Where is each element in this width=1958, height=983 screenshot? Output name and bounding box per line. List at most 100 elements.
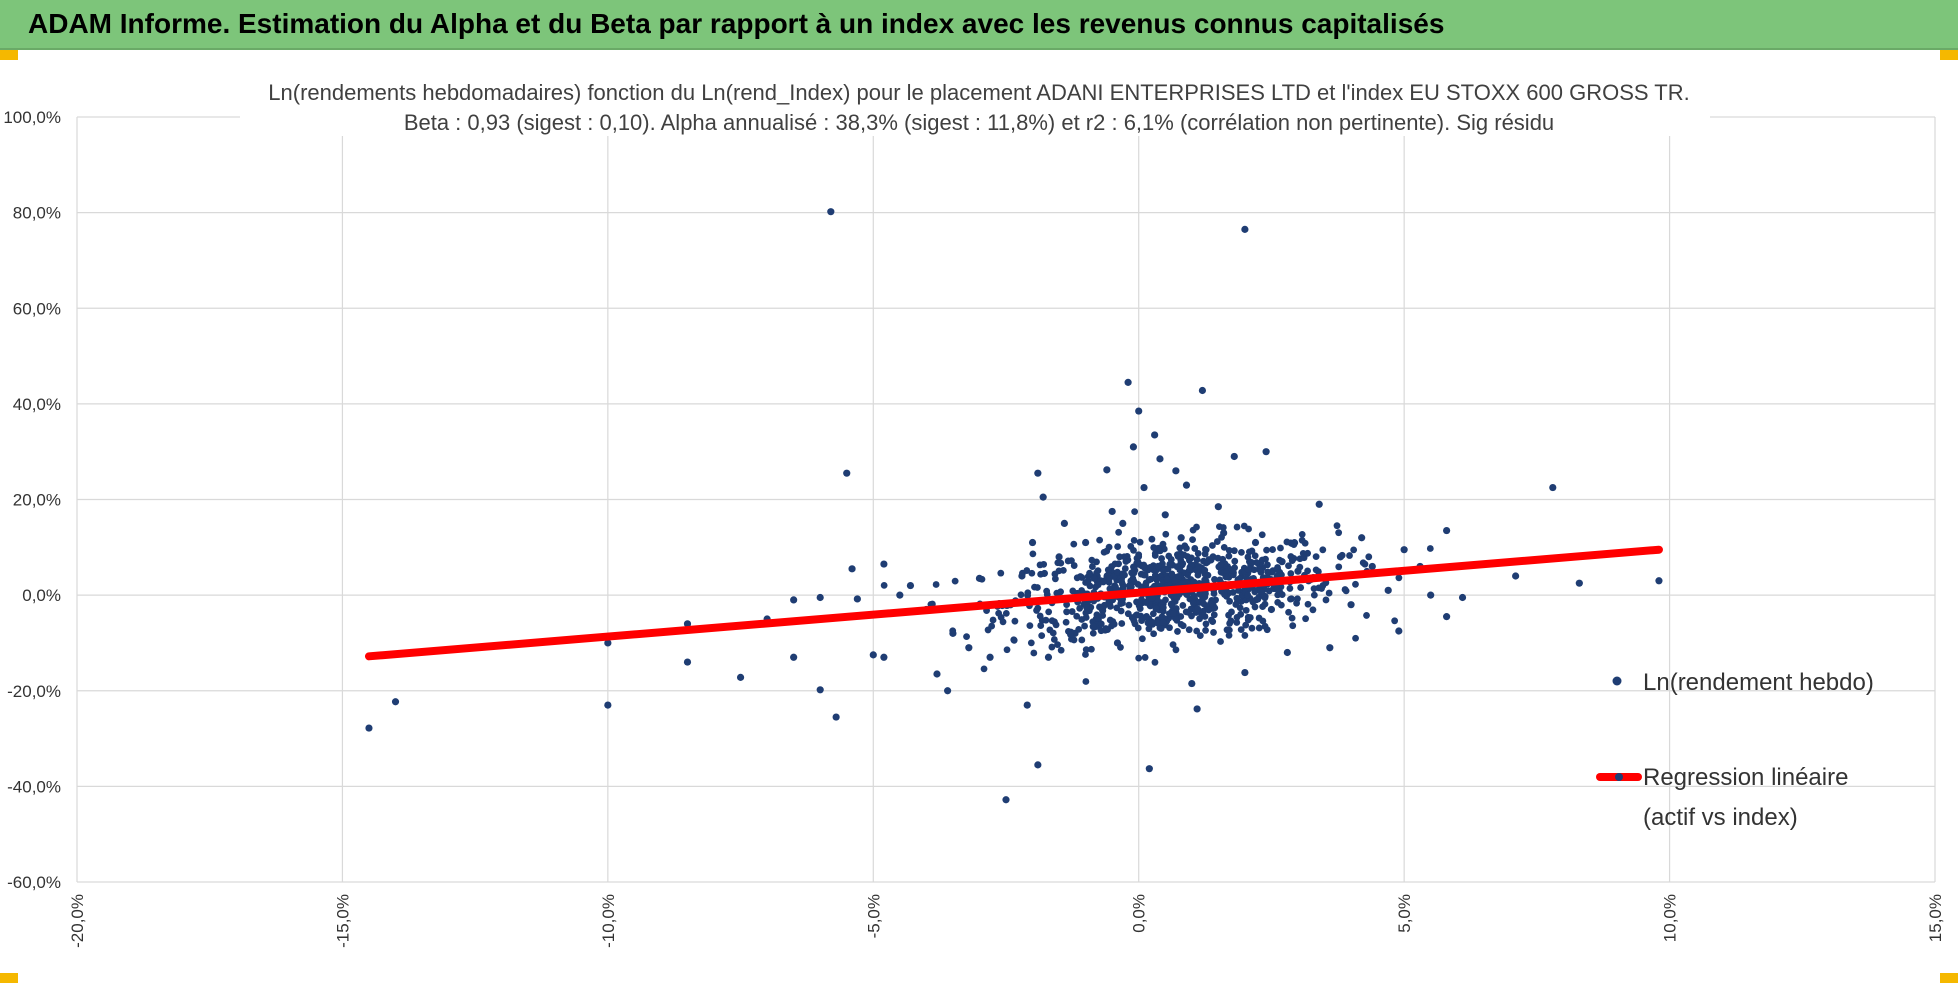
scatter-point	[1081, 622, 1088, 630]
y-tick-label: -40,0%	[7, 777, 61, 796]
scatter-point	[1116, 553, 1124, 561]
scatter-point	[1195, 563, 1203, 571]
scatter-point	[1174, 628, 1181, 635]
scatter-point	[604, 639, 612, 647]
scatter-point	[1365, 553, 1373, 561]
scatter-point	[1211, 576, 1218, 583]
scatter-point	[1168, 570, 1176, 578]
scatter-point	[1027, 639, 1035, 647]
scatter-point	[1225, 626, 1233, 634]
corner-marker-top-right	[1940, 50, 1958, 60]
scatter-point	[1226, 597, 1234, 605]
scatter-point	[1214, 503, 1222, 511]
scatter-point	[1167, 600, 1175, 608]
scatter-point	[1255, 624, 1263, 632]
y-tick-label: -20,0%	[7, 682, 61, 701]
scatter-point	[1443, 526, 1451, 535]
scatter-points	[365, 208, 1663, 804]
scatter-point	[1285, 562, 1292, 570]
scatter-point	[1057, 588, 1064, 596]
scatter-point	[1075, 625, 1083, 633]
scatter-point	[963, 633, 970, 640]
scatter-point	[1325, 589, 1333, 597]
scatter-point	[997, 569, 1005, 577]
scatter-point	[832, 713, 840, 721]
scatter-point	[1158, 613, 1166, 621]
scatter-point	[1263, 626, 1271, 634]
scatter-point	[1244, 591, 1252, 599]
scatter-point	[1235, 587, 1242, 594]
scatter-point	[1309, 606, 1317, 614]
scatter-point	[1162, 530, 1170, 538]
scatter-point	[1264, 568, 1272, 576]
scatter-point	[1193, 556, 1201, 564]
scatter-point	[1122, 558, 1130, 565]
scatter-point	[1096, 536, 1104, 544]
scatter-point	[1048, 617, 1056, 625]
scatter-point	[1230, 547, 1238, 555]
scatter-point	[1194, 605, 1202, 613]
scatter-point	[1142, 599, 1150, 606]
scatter-point	[1202, 546, 1210, 554]
scatter-point	[1391, 617, 1399, 625]
regression-line-segment	[364, 545, 1663, 661]
scatter-point	[1010, 636, 1018, 644]
scatter-point	[1246, 614, 1254, 621]
scatter-point	[1575, 579, 1583, 587]
scatter-point	[1237, 610, 1245, 618]
scatter-point	[1335, 529, 1343, 537]
scatter-point	[1237, 626, 1245, 634]
scatter-point	[1070, 562, 1078, 569]
title-background	[240, 72, 1710, 136]
scatter-point	[1082, 609, 1090, 617]
scatter-point	[1312, 553, 1320, 561]
scatter-point	[1150, 544, 1158, 551]
scatter-point	[1030, 649, 1038, 657]
scatter-point	[1319, 546, 1327, 554]
scatter-point	[1039, 493, 1047, 501]
scatter-point	[1251, 538, 1260, 547]
scatter-point	[1108, 507, 1116, 516]
scatter-point	[1172, 467, 1180, 475]
scatter-point	[1135, 407, 1143, 415]
scatter-point	[1244, 566, 1252, 573]
x-tick-label: -15,0%	[333, 894, 352, 948]
scatter-point	[1190, 592, 1198, 600]
scatter-point	[1067, 631, 1074, 639]
scatter-point	[1304, 600, 1312, 608]
scatter-point	[949, 627, 957, 635]
legend-label-regression: Regression linéaire	[1643, 764, 1848, 791]
scatter-point	[1034, 604, 1042, 612]
scatter-point	[1134, 624, 1142, 632]
scatter-point	[1276, 588, 1283, 596]
scatter-point	[1202, 620, 1210, 628]
scatter-point	[1161, 511, 1169, 519]
scatter-point	[1002, 609, 1010, 617]
scatter-point	[1193, 523, 1200, 531]
scatter-point	[1210, 629, 1217, 636]
scatter-point	[1024, 589, 1032, 597]
scatter-point	[1177, 621, 1185, 628]
scatter-point	[1159, 540, 1167, 548]
scatter-point	[1159, 604, 1167, 611]
scatter-point	[1130, 617, 1138, 625]
scatter-point	[1230, 452, 1238, 461]
scatter-point	[1129, 575, 1137, 582]
scatter-point	[1225, 611, 1233, 619]
scatter-point	[1395, 574, 1403, 582]
scatter-point	[932, 581, 940, 588]
scatter-point	[984, 626, 992, 634]
scatter-point	[1106, 602, 1114, 610]
scatter-point	[1103, 466, 1111, 474]
scatter-point	[1245, 548, 1253, 556]
scatter-point	[1157, 625, 1165, 632]
scatter-point	[1054, 641, 1061, 649]
scatter-point	[1141, 571, 1149, 579]
scatter-point	[1115, 528, 1123, 536]
scatter-point	[1129, 443, 1138, 451]
scatter-point	[1049, 629, 1057, 637]
scatter-point	[1070, 540, 1078, 548]
scatter-point	[1220, 544, 1228, 551]
scatter-point	[816, 686, 824, 694]
scatter-point	[1310, 591, 1318, 599]
